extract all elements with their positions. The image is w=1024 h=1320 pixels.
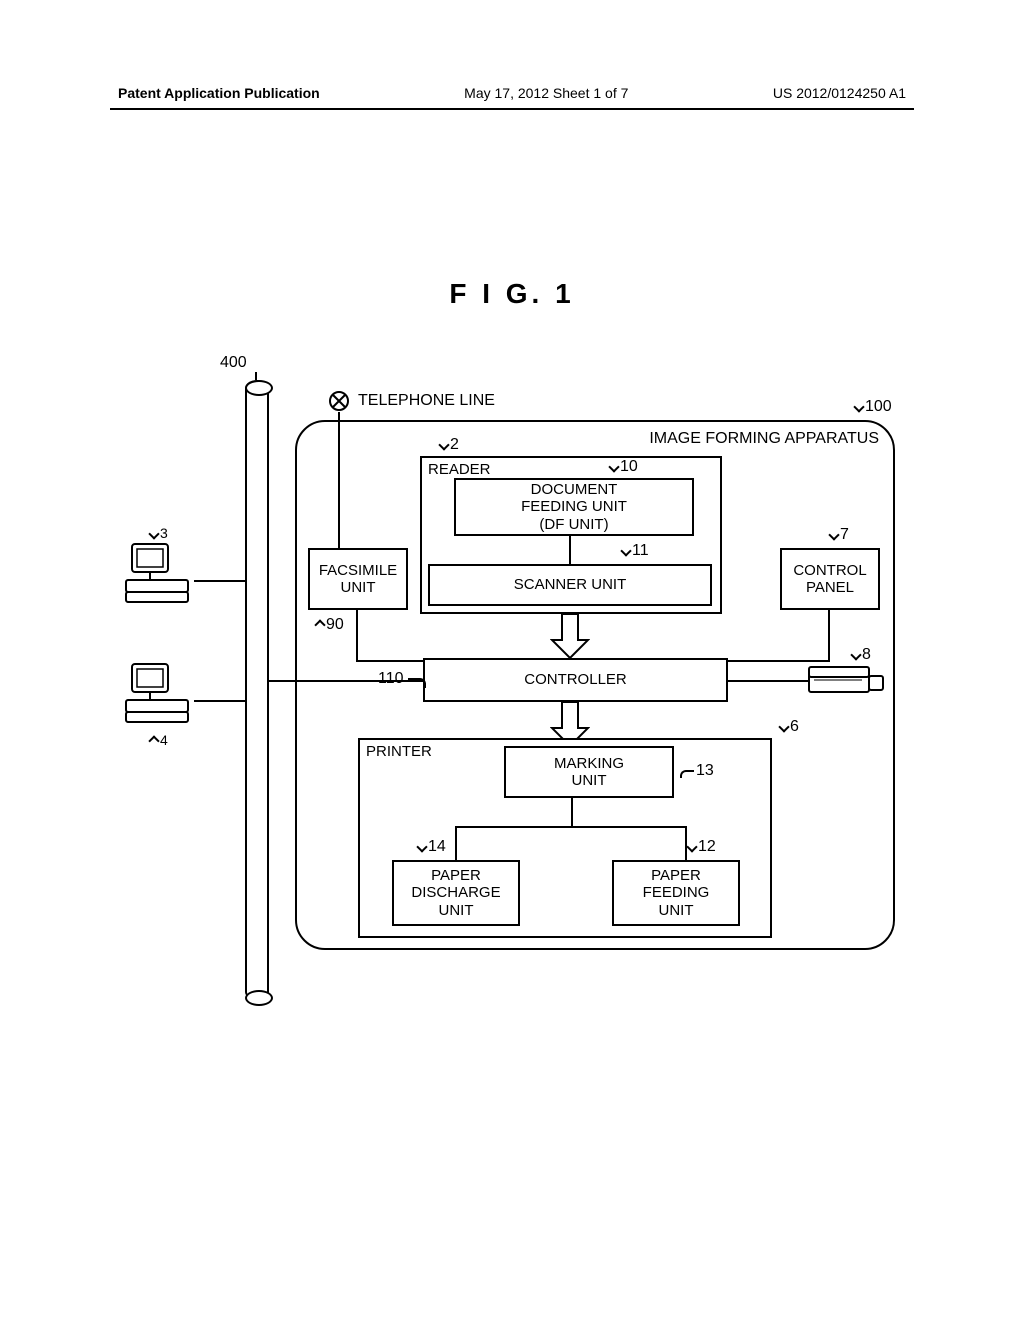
df-scanner-connector [569, 536, 571, 564]
marking-ref: 13 [680, 762, 714, 780]
feeding-line2: FEEDING [643, 884, 710, 901]
network-ref: 400 [220, 354, 247, 372]
scanner-label: SCANNER UNIT [514, 576, 627, 593]
panel-box: CONTROL PANEL [780, 548, 880, 610]
mem-ref: 8 [852, 646, 871, 664]
telephone-label: TELEPHONE LINE [358, 392, 495, 410]
printer-label: PRINTER [366, 743, 432, 760]
page-header: Patent Application Publication May 17, 2… [0, 85, 1024, 101]
panel-ref: 7 [830, 526, 849, 544]
computer-top-ref-num: 3 [160, 525, 168, 541]
controller-mem-connector [728, 680, 808, 682]
memory-card-icon [808, 666, 884, 696]
scanner-ref: 11 [622, 542, 649, 560]
controller-label: CONTROLLER [524, 671, 627, 688]
feeding-line1: PAPER [651, 867, 701, 884]
feeding-connector-v [685, 826, 687, 860]
panel-controller-connector-v [828, 610, 830, 660]
computer-bottom-ref-num: 4 [160, 732, 168, 748]
marking-box: MARKING UNIT [504, 746, 674, 798]
header-rule [110, 108, 914, 110]
panel-controller-connector-h [728, 660, 830, 662]
computer-top-ref: 3 [150, 525, 168, 541]
feeding-ref: 12 [688, 838, 716, 856]
reader-ref: 2 [440, 436, 459, 454]
discharge-box: PAPER DISCHARGE UNIT [392, 860, 520, 926]
discharge-line3: UNIT [439, 902, 474, 919]
marking-junction-v [571, 798, 573, 828]
panel-line1: CONTROL [793, 562, 866, 579]
patent-number: US 2012/0124250 A1 [773, 85, 906, 101]
df-ref: 10 [610, 458, 638, 476]
computer-bottom-ref: 4 [150, 732, 168, 748]
printer-junction-h [455, 826, 687, 828]
fax-controller-connector-h [356, 660, 423, 662]
discharge-line1: PAPER [431, 867, 481, 884]
figure-title: F I G. 1 [0, 278, 1024, 310]
pub-label: Patent Application Publication [118, 85, 320, 101]
fax-line1: FACSIMILE [319, 562, 397, 579]
apparatus-title: IMAGE FORMING APPARATUS [649, 430, 879, 448]
computer-bottom-connector [194, 700, 245, 702]
network-ref-tick [255, 372, 257, 380]
fax-box: FACSIMILE UNIT [308, 548, 408, 610]
computer-top-icon [124, 540, 194, 610]
telephone-symbol-icon [328, 390, 350, 412]
scanner-box: SCANNER UNIT [428, 564, 712, 606]
df-line1: DOCUMENT [531, 481, 618, 498]
fax-line2: UNIT [341, 579, 376, 596]
diagram: 400 3 4 TELEPHONE LINE [130, 370, 900, 1000]
sheet-label: May 17, 2012 Sheet 1 of 7 [464, 85, 628, 101]
marking-line1: MARKING [554, 755, 624, 772]
network-pipe-icon [245, 380, 269, 1000]
feeding-line3: UNIT [659, 902, 694, 919]
feeding-box: PAPER FEEDING UNIT [612, 860, 740, 926]
controller-ref: 110 [378, 670, 426, 688]
discharge-ref: 14 [418, 838, 446, 856]
apparatus-ref: 100 [855, 398, 892, 416]
fax-ref: 90 [316, 616, 344, 634]
computer-top-connector [194, 580, 245, 582]
panel-line2: PANEL [806, 579, 854, 596]
discharge-line2: DISCHARGE [411, 884, 500, 901]
marking-line2: UNIT [572, 772, 607, 789]
fax-controller-connector-v [356, 610, 358, 660]
discharge-connector-v [455, 826, 457, 860]
df-line2: FEEDING UNIT [521, 498, 627, 515]
df-line3: (DF UNIT) [539, 516, 608, 533]
reader-label: READER [428, 461, 491, 478]
computer-bottom-icon [124, 660, 194, 730]
printer-ref: 6 [780, 718, 799, 736]
controller-box: CONTROLLER [423, 658, 728, 702]
df-unit-box: DOCUMENT FEEDING UNIT (DF UNIT) [454, 478, 694, 536]
